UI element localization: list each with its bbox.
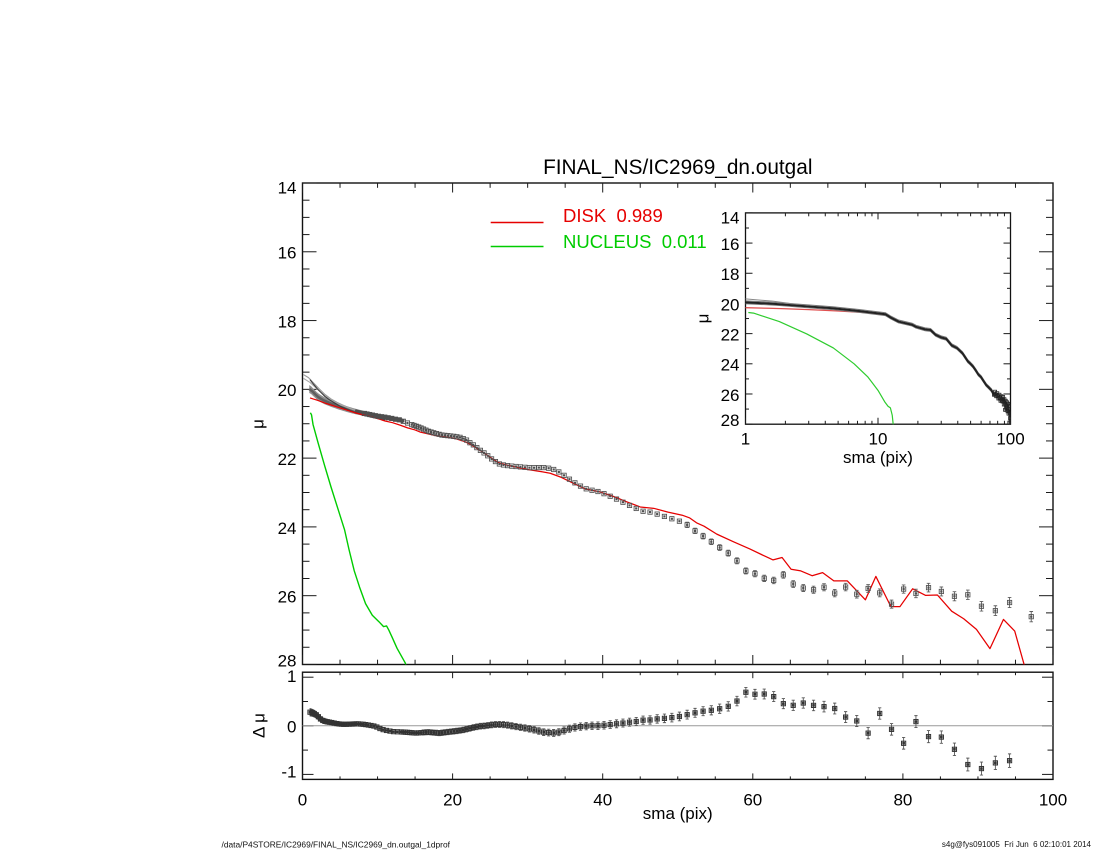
svg-text:/data/P4STORE/IC2969/FINAL_NS/: /data/P4STORE/IC2969/FINAL_NS/IC2969_dn.… — [222, 840, 451, 850]
svg-text:100: 100 — [996, 429, 1024, 448]
svg-text:18: 18 — [721, 265, 740, 284]
svg-text:20: 20 — [721, 295, 740, 314]
svg-text:20: 20 — [443, 791, 462, 810]
svg-text:26: 26 — [278, 588, 297, 607]
svg-text:0: 0 — [298, 791, 307, 810]
svg-text:18: 18 — [278, 312, 297, 331]
svg-text:16: 16 — [278, 244, 297, 263]
svg-text:80: 80 — [893, 791, 912, 810]
svg-text:20: 20 — [278, 381, 297, 400]
svg-text:DISK 0.989: DISK 0.989 — [563, 205, 663, 226]
svg-text:28: 28 — [721, 411, 740, 430]
svg-text:100: 100 — [1039, 791, 1067, 810]
svg-text:24: 24 — [278, 519, 297, 538]
svg-text:μ: μ — [694, 314, 713, 324]
svg-text:22: 22 — [278, 450, 297, 469]
svg-text:Δ μ: Δ μ — [250, 713, 269, 738]
svg-text:1: 1 — [287, 667, 296, 686]
svg-text:s4g@fys091005 Fri Jun 6 02:1: s4g@fys091005 Fri Jun 6 02:10:01 2014 — [942, 840, 1092, 849]
svg-text:16: 16 — [721, 235, 740, 254]
svg-text:-1: -1 — [281, 762, 296, 781]
svg-text:28: 28 — [278, 651, 297, 670]
svg-text:sma (pix): sma (pix) — [643, 804, 713, 823]
svg-text:NUCLEUS 0.011: NUCLEUS 0.011 — [563, 231, 707, 252]
svg-text:0: 0 — [287, 717, 296, 736]
svg-text:FINAL_NS/IC2969_dn.outgal: FINAL_NS/IC2969_dn.outgal — [543, 156, 812, 179]
svg-text:10: 10 — [869, 429, 888, 448]
svg-text:1: 1 — [741, 429, 750, 448]
svg-text:40: 40 — [593, 791, 612, 810]
svg-text:24: 24 — [721, 356, 740, 375]
svg-text:sma (pix): sma (pix) — [843, 448, 913, 467]
svg-text:14: 14 — [278, 179, 297, 198]
svg-text:μ: μ — [249, 419, 268, 429]
svg-text:14: 14 — [721, 209, 740, 228]
svg-text:60: 60 — [743, 791, 762, 810]
svg-text:22: 22 — [721, 326, 740, 345]
svg-text:26: 26 — [721, 386, 740, 405]
